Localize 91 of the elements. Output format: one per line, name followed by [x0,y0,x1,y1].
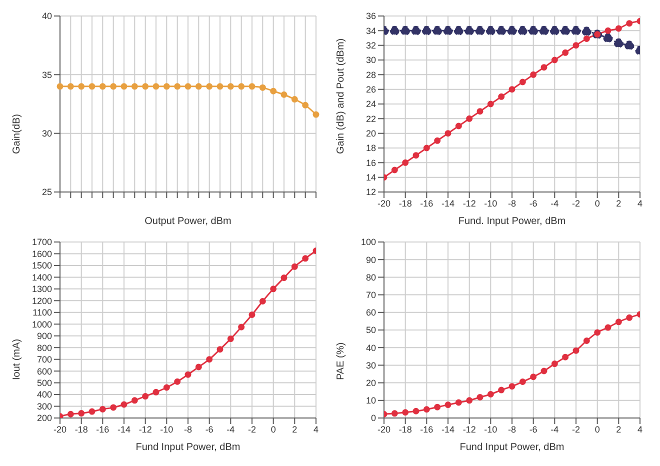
y-tick-label: 60 [366,308,376,318]
x-tick-label: -18 [398,198,412,208]
x-tick-label: -6 [205,424,214,434]
x-tick-label: -10 [484,424,498,434]
y-tick-label: 30 [366,360,376,370]
y-tick-label: 700 [36,354,52,365]
x-axis-title: Fund. Input Power, dBm [458,216,566,227]
y-tick-label: 14 [366,172,376,183]
x-tick-label: 2 [292,424,298,434]
y-tick-label: 40 [42,11,52,22]
x-tick-label: -18 [398,424,412,434]
y-tick-label: 0 [370,413,376,424]
x-tick-label: -2 [572,198,580,208]
y-tick-label: 1700 [32,237,52,248]
y-tick-label: 16 [366,158,376,168]
y-tick-label: 20 [366,378,376,388]
y-tick-label: 900 [36,331,52,342]
y-tick-label: 500 [36,378,52,388]
x-tick-label: -14 [117,424,131,434]
y-tick-label: 35 [42,70,52,80]
y-tick-label: 12 [366,187,376,198]
x-tick-label: -2 [572,424,580,434]
y-tick-label: 28 [366,70,376,80]
y-tick-label: 32 [366,40,376,51]
y-axis-title: Gain(dB) [12,114,23,154]
y-tick-label: 70 [366,290,376,300]
y-tick-label: 18 [366,143,376,154]
y-axis-title: Gain (dB) and Pout (dBm) [336,38,347,154]
x-tick-label: -20 [53,424,67,434]
x-tick-label: -4 [226,424,235,434]
x-tick-label: 0 [270,424,276,434]
y-tick-label: 25 [42,187,52,198]
y-tick-label: 1400 [32,272,52,282]
y-tick-label: 24 [366,99,376,110]
y-tick-label: 36 [366,11,376,22]
x-tick-label: 0 [594,198,600,208]
x-tick-label: -12 [462,198,476,208]
y-tick-label: 30 [42,128,52,139]
y-tick-label: 50 [366,325,376,336]
x-tick-label: 4 [637,198,643,208]
x-tick-label: -10 [484,198,498,208]
y-tick-label: 30 [366,55,376,66]
x-tick-label: -8 [508,424,516,434]
y-tick-label: 22 [366,114,376,124]
x-tick-label: -6 [529,198,538,208]
x-tick-label: -20 [377,198,391,208]
x-axis-title: Output Power, dBm [144,216,232,227]
x-tick-label: -8 [508,198,516,208]
x-tick-label: -12 [462,424,476,434]
x-tick-label: -6 [529,424,538,434]
x-axis-title: Fund Input Power, dBm [136,442,240,453]
x-tick-label: -16 [420,424,434,434]
x-tick-label: -4 [550,198,559,208]
x-tick-label: -14 [441,198,455,208]
y-tick-label: 1600 [32,248,52,259]
y-tick-label: 40 [366,342,376,353]
x-tick-label: -14 [441,424,455,434]
y-tick-label: 34 [366,26,376,36]
y-tick-label: 200 [36,413,52,424]
x-tick-label: 0 [594,424,600,434]
y-tick-label: 26 [366,84,376,95]
y-tick-label: 300 [36,401,52,412]
y-tick-label: 80 [366,272,376,282]
y-tick-label: 90 [366,254,376,265]
x-tick-label: -16 [96,424,110,434]
y-tick-label: 1300 [32,284,52,294]
x-tick-label: 2 [616,424,622,434]
x-tick-label: -12 [138,424,152,434]
y-tick-label: 600 [36,366,52,376]
y-tick-label: 1100 [32,308,52,318]
y-tick-label: 10 [366,396,376,406]
x-tick-label: -16 [420,198,434,208]
x-tick-label: -4 [550,424,559,434]
x-axis-title: Fund Input Power, dBm [460,442,564,453]
y-tick-label: 1200 [32,296,52,306]
x-tick-label: -8 [184,424,192,434]
y-tick-label: 1000 [32,319,52,330]
y-tick-label: 1500 [32,260,52,271]
y-axis-title: Iout (mA) [12,338,23,380]
x-tick-label: -10 [160,424,174,434]
y-tick-label: 800 [36,342,52,353]
y-tick-label: 20 [366,128,376,139]
y-axis-title: PAE (%) [336,342,347,380]
x-tick-label: -20 [377,424,391,434]
x-tick-label: -2 [248,424,256,434]
y-tick-label: 100 [360,237,376,248]
y-tick-label: 400 [36,390,52,400]
x-tick-label: -18 [74,424,88,434]
x-tick-label: 4 [637,424,643,434]
x-tick-label: 4 [313,424,319,434]
x-tick-label: 2 [616,198,622,208]
